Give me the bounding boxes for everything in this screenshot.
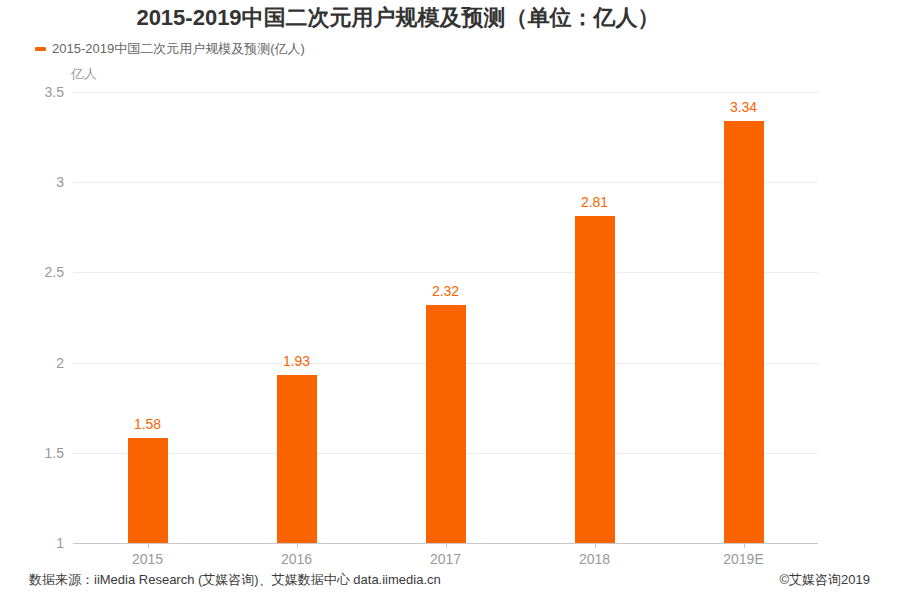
data-source-note: 数据来源：iiMedia Research (艾媒咨询)、艾媒数据中心 data… — [29, 571, 441, 589]
bar-value-label: 3.34 — [704, 99, 784, 116]
copyright-note: ©艾媒咨询2019 — [780, 571, 871, 589]
y-tick-label: 1.5 — [0, 445, 64, 461]
y-tick-label: 3 — [0, 174, 64, 190]
x-axis-tick — [744, 543, 745, 548]
gridline — [73, 272, 818, 273]
chart-container: 2015-2019中国二次元用户规模及预测（单位：亿人） 2015-2019中国… — [0, 0, 900, 600]
legend-label: 2015-2019中国二次元用户规模及预测(亿人) — [52, 40, 305, 58]
bar-value-label: 1.58 — [108, 416, 188, 433]
bar-value-label: 2.81 — [555, 194, 635, 211]
x-axis-tick — [148, 543, 149, 548]
bar-2016[interactable] — [277, 375, 317, 543]
gridline — [73, 92, 818, 93]
bar-value-label: 1.93 — [257, 353, 337, 370]
bar-2017[interactable] — [426, 305, 466, 543]
y-tick-label: 2.5 — [0, 264, 64, 280]
y-axis-unit-label: 亿人 — [71, 65, 97, 83]
bar-value-label: 2.32 — [406, 283, 486, 300]
legend-item[interactable]: 2015-2019中国二次元用户规模及预测(亿人) — [35, 41, 305, 57]
x-axis-tick — [595, 543, 596, 548]
y-tick-label: 2 — [0, 355, 64, 371]
bar-2018[interactable] — [575, 216, 615, 543]
bar-2015[interactable] — [128, 438, 168, 543]
x-tick-label: 2016 — [257, 551, 337, 567]
x-axis-tick — [446, 543, 447, 548]
legend-marker-icon — [35, 47, 46, 51]
x-tick-label: 2017 — [406, 551, 486, 567]
x-axis-tick — [297, 543, 298, 548]
y-tick-label: 3.5 — [0, 84, 64, 100]
y-tick-label: 1 — [0, 535, 64, 551]
x-tick-label: 2018 — [555, 551, 635, 567]
gridline — [73, 182, 818, 183]
bar-2019E[interactable] — [724, 121, 764, 543]
chart-title: 2015-2019中国二次元用户规模及预测（单位：亿人） — [0, 3, 796, 33]
x-tick-label: 2015 — [108, 551, 188, 567]
x-tick-label: 2019E — [704, 551, 784, 567]
